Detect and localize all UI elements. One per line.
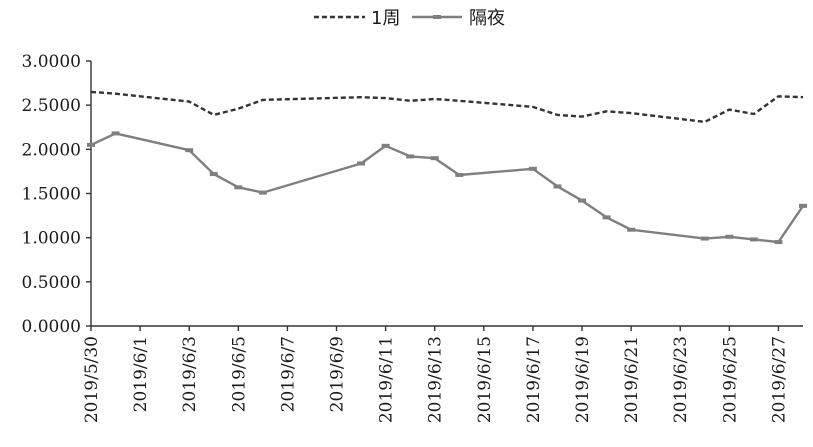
data-point-overnight <box>553 184 562 189</box>
legend-marker-overnight <box>433 15 441 19</box>
x-tick-label: 2019/6/11 <box>377 336 397 423</box>
x-tick-label: 2019/6/9 <box>328 336 348 412</box>
data-point-overnight <box>87 142 95 147</box>
data-point-overnight <box>381 143 390 148</box>
data-point-overnight <box>602 215 611 220</box>
y-tick-label: 1.0000 <box>22 229 81 249</box>
data-point-overnight <box>578 198 587 203</box>
data-point-overnight <box>774 240 783 245</box>
x-tick-label: 2019/6/25 <box>720 336 740 423</box>
series-layer <box>87 90 807 245</box>
data-point-overnight <box>258 190 267 195</box>
x-tick-label: 2019/6/23 <box>671 336 691 423</box>
x-tick-label: 2019/6/13 <box>426 336 446 423</box>
data-point-overnight <box>627 227 636 232</box>
axes: 0.0000 0.5000 1.0000 1.5000 2.0000 2.5000 3.00… <box>22 52 803 423</box>
data-point-overnight <box>185 148 194 153</box>
x-tick-label: 2019/6/5 <box>229 336 249 412</box>
data-point-overnight <box>455 172 464 177</box>
x-tick-label: 2019/5/30 <box>82 336 102 423</box>
y-tick-label: 1.5000 <box>22 185 81 205</box>
y-tick-label: 0.0000 <box>22 317 81 337</box>
data-point-overnight <box>209 172 218 177</box>
x-tick-label: 2019/6/27 <box>769 336 789 423</box>
y-tick-label: 3.0000 <box>22 52 81 72</box>
x-tick-label: 2019/6/1 <box>131 336 151 412</box>
data-point-overnight <box>799 203 807 208</box>
data-point-overnight <box>528 166 537 171</box>
data-point-overnight <box>749 237 758 242</box>
legend: 1周 隔夜 <box>314 8 505 29</box>
data-point-overnight <box>725 234 734 239</box>
data-point-overnight <box>430 156 439 161</box>
legend-label-1week: 1周 <box>371 8 400 29</box>
x-tick-label: 2019/6/3 <box>180 336 200 412</box>
x-tick-label: 2019/6/7 <box>278 336 298 412</box>
data-point-overnight <box>700 236 709 241</box>
data-point-overnight <box>234 185 243 190</box>
data-point-overnight <box>406 154 415 159</box>
data-point-overnight <box>111 131 120 136</box>
legend-label-overnight: 隔夜 <box>469 8 505 29</box>
x-tick-label: 2019/6/17 <box>524 336 544 423</box>
x-tick-label: 2019/6/15 <box>475 336 495 423</box>
x-tick-label: 2019/6/19 <box>573 336 593 423</box>
y-tick-label: 0.5000 <box>22 273 81 293</box>
data-point-overnight <box>357 161 366 166</box>
x-tick-label: 2019/6/21 <box>622 336 642 423</box>
series-line-1week <box>90 90 804 124</box>
y-tick-label: 2.5000 <box>22 96 81 116</box>
y-tick-label: 2.0000 <box>22 140 81 160</box>
series-line-overnight <box>90 132 804 244</box>
